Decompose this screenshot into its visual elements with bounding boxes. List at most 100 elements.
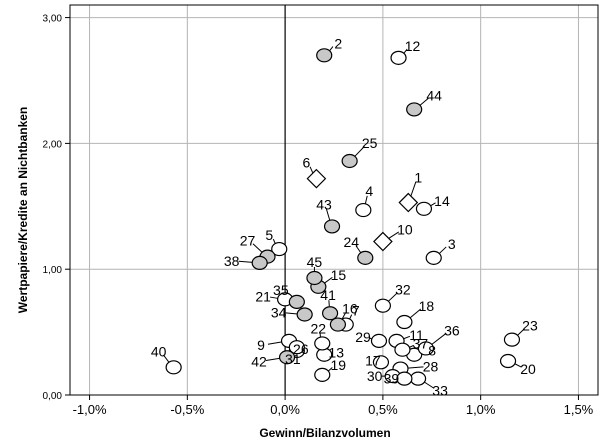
point-label: 26 xyxy=(293,341,309,357)
point-label: 9 xyxy=(257,337,265,353)
data-point-filled xyxy=(251,255,268,271)
point-label: 17 xyxy=(365,352,381,368)
point-label: 7 xyxy=(352,303,360,319)
point-label: 1 xyxy=(414,170,422,186)
leader-line xyxy=(419,97,429,106)
data-point-diamond xyxy=(373,231,393,252)
leader-line xyxy=(423,381,435,389)
data-point-diamond xyxy=(398,192,419,213)
point-label: 15 xyxy=(331,267,347,283)
point-label: 21 xyxy=(255,288,271,304)
point-label: 39 xyxy=(384,371,400,387)
point-label: 42 xyxy=(251,353,267,369)
data-point-open xyxy=(390,50,407,65)
data-point-filled xyxy=(278,350,296,365)
point-label: 13 xyxy=(328,345,344,361)
data-point-filled xyxy=(323,219,341,234)
leader-line xyxy=(327,367,333,372)
point-label: 37 xyxy=(413,336,429,352)
data-point-filled xyxy=(306,270,323,286)
point-label: 20 xyxy=(520,361,536,377)
data-point-filled xyxy=(329,317,347,332)
leader-line xyxy=(252,243,263,253)
leader-line xyxy=(325,208,331,220)
leader-line xyxy=(438,246,447,254)
data-point-open xyxy=(425,250,442,265)
leader-line xyxy=(329,46,334,52)
point-label: 33 xyxy=(432,383,448,399)
y-tick-label: 0,00 xyxy=(43,391,63,402)
point-label: 41 xyxy=(320,287,336,303)
leader-line xyxy=(403,335,411,340)
plot-frame xyxy=(69,4,599,396)
leader-line xyxy=(431,332,447,345)
data-point-open xyxy=(415,201,433,216)
leader-line xyxy=(272,238,276,244)
leader-line xyxy=(388,292,398,302)
data-point-diamond xyxy=(306,168,327,189)
point-label: 19 xyxy=(330,357,346,373)
data-point-open xyxy=(165,360,182,375)
leader-line xyxy=(354,145,365,157)
point-label: 36 xyxy=(444,322,460,338)
point-label: 24 xyxy=(343,234,359,250)
data-point-open xyxy=(271,241,288,257)
point-label: 30 xyxy=(367,368,383,384)
point-label: 6 xyxy=(303,155,311,171)
point-label: 4 xyxy=(365,183,373,199)
ticks: -1,0% -0,5% 0,0% 0,5% 1,0% 1,5% 0,00 1,00 2,00 3,… xyxy=(43,14,594,417)
data-point-open xyxy=(396,314,413,330)
leader-line xyxy=(238,260,253,263)
data-point-filled xyxy=(296,307,313,322)
data-point-filled xyxy=(316,48,333,63)
point-label: 8 xyxy=(428,343,436,359)
leader-line xyxy=(410,181,417,197)
point-label: 10 xyxy=(397,222,413,238)
leader-line xyxy=(407,366,424,369)
point-label: 23 xyxy=(522,318,538,334)
plot-border xyxy=(69,4,599,396)
data-point-open xyxy=(394,342,411,357)
x-tick-label: -1,0% xyxy=(73,402,107,417)
point-label: 29 xyxy=(355,329,371,345)
point-label: 32 xyxy=(395,282,411,298)
point-label: 22 xyxy=(310,320,326,336)
leader-line xyxy=(309,166,314,173)
x-axis-title: Gewinn/Bilanzvolumen xyxy=(259,426,390,440)
point-label: 45 xyxy=(307,254,323,270)
point-label: 38 xyxy=(224,253,240,269)
y-axis-title: Wertpapiere/Kredite an Nichtbanken xyxy=(16,107,30,314)
data-point-filled xyxy=(357,250,374,265)
data-point-open xyxy=(499,353,517,369)
point-label: 16 xyxy=(342,301,358,317)
y-tick-label: 2,00 xyxy=(43,139,63,150)
leader-line xyxy=(364,195,368,204)
leader-line xyxy=(409,308,422,319)
leader-line xyxy=(285,312,298,315)
point-label: 43 xyxy=(316,196,332,212)
point-label: 3 xyxy=(448,236,456,252)
leader-line xyxy=(324,276,333,284)
leader-line xyxy=(355,245,362,253)
point-label: 35 xyxy=(273,282,289,298)
point-label: 12 xyxy=(405,38,421,54)
data-point-open xyxy=(374,298,391,313)
data-points xyxy=(165,48,521,386)
leader-line xyxy=(265,357,281,362)
y-tick-label: 1,00 xyxy=(43,265,63,276)
point-label: 31 xyxy=(285,351,301,367)
leader-line xyxy=(514,363,522,368)
x-tick-label: 1,0% xyxy=(466,402,496,417)
leader-line xyxy=(163,354,170,363)
leader-line xyxy=(267,341,283,345)
leader-lines xyxy=(163,46,525,389)
data-point-open xyxy=(370,333,388,349)
data-point-open xyxy=(288,340,305,355)
data-point-open xyxy=(355,202,372,218)
x-tick-label: 0,5% xyxy=(368,402,398,417)
data-point-filled xyxy=(288,294,305,310)
y-tick-label: 3,00 xyxy=(43,14,63,25)
data-point-filled xyxy=(321,306,339,321)
